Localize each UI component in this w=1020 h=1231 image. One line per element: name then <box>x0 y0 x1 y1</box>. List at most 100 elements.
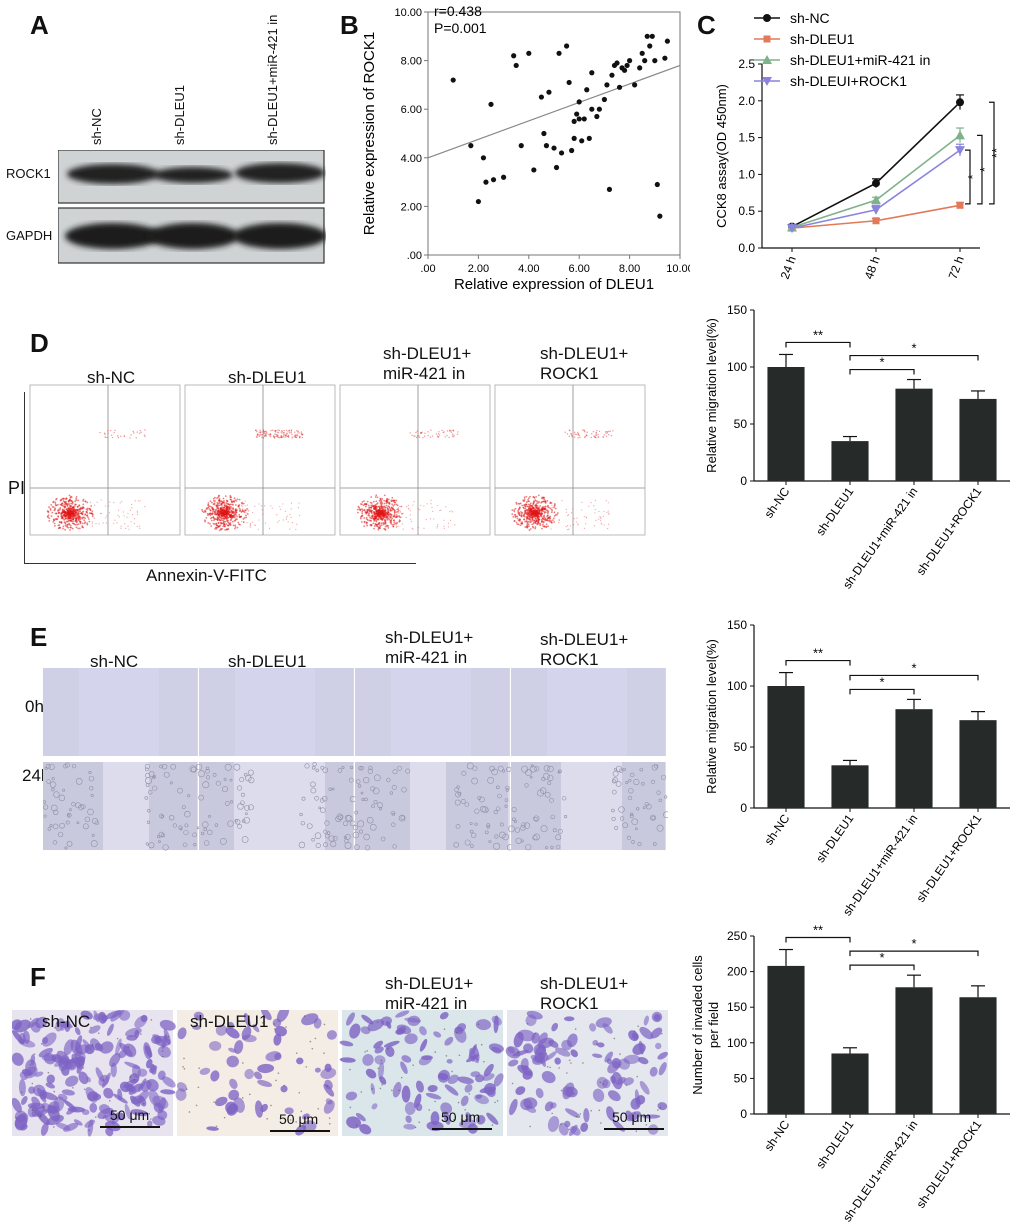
flow-dot <box>139 429 141 432</box>
flow-dot <box>541 501 543 503</box>
flow-dot <box>538 500 541 503</box>
x-tick-label: sh-DLEU1 <box>813 484 856 538</box>
flow-dot <box>283 429 285 432</box>
flow-dot <box>114 519 116 521</box>
flow-dot <box>600 519 602 521</box>
flow-dot <box>513 520 516 522</box>
cell-mark <box>243 816 250 824</box>
flow-dot <box>243 521 245 524</box>
flow-dot <box>524 505 527 508</box>
flow-dot <box>213 512 216 515</box>
flow-dot <box>202 511 205 514</box>
y-tick-label: 150 <box>727 618 747 632</box>
flow-dot <box>62 527 64 530</box>
flow-dot <box>386 499 388 501</box>
invaded-cell <box>76 1056 85 1074</box>
flow-dot <box>391 499 394 502</box>
flow-dot <box>59 512 62 515</box>
flow-dot <box>129 509 131 511</box>
flow-dot <box>91 521 93 523</box>
pore <box>305 1066 308 1068</box>
cell-mark <box>629 812 634 817</box>
invaded-cell <box>46 1114 64 1126</box>
flow-dot <box>80 512 83 515</box>
sig-bracket <box>849 674 979 681</box>
flow-dot <box>395 499 398 502</box>
flow-dot <box>69 529 72 531</box>
cell-mark <box>486 825 490 829</box>
flow-dot <box>214 518 217 520</box>
cell-mark <box>170 763 177 770</box>
flow-dot <box>515 501 518 504</box>
invaded-cell <box>254 1100 264 1118</box>
x-tick-label: sh-DLEU1+ROCK1 <box>913 484 984 577</box>
flow-dot <box>565 526 567 528</box>
flow-dot <box>533 496 535 499</box>
flow-dot <box>537 494 540 497</box>
flow-dot <box>77 523 80 526</box>
cell-mark <box>158 831 165 838</box>
invaded-cell <box>124 1103 131 1120</box>
flow-dot <box>57 515 60 518</box>
invaded-cell <box>414 1093 422 1109</box>
flow-dot <box>87 516 89 519</box>
pore <box>545 1052 548 1055</box>
cell-mark <box>89 786 94 791</box>
flow-dot <box>596 429 598 432</box>
scatter-point <box>556 50 562 56</box>
pore <box>660 1032 663 1035</box>
cell-mark <box>456 785 460 789</box>
flow-dot <box>59 503 62 506</box>
flow-dot <box>527 500 530 503</box>
cell-mark <box>364 797 368 802</box>
flow-dot <box>221 528 224 530</box>
flow-dot <box>544 519 547 522</box>
flow-dot <box>450 510 452 512</box>
flow-dot <box>73 516 75 518</box>
flow-frame <box>494 384 646 536</box>
flow-group-title: sh-NC <box>87 368 136 387</box>
flow-dot <box>258 435 261 437</box>
pore <box>300 1110 303 1113</box>
cell-mark <box>461 770 467 776</box>
cell-mark <box>43 800 46 804</box>
cell-mark <box>244 805 250 811</box>
flow-dot <box>575 433 577 436</box>
cell-mark <box>547 765 554 773</box>
flow-dot <box>201 510 204 513</box>
flow-dot <box>220 522 223 525</box>
flow-dot <box>600 517 602 519</box>
flow-dot <box>217 504 220 507</box>
sig-bracket <box>785 341 851 348</box>
cell-mark <box>184 823 189 828</box>
scatter-point <box>589 70 595 76</box>
cell-mark <box>504 798 509 802</box>
flow-dot <box>82 498 85 501</box>
flow-dot <box>398 520 401 523</box>
cell-mark <box>205 775 211 780</box>
flow-dot <box>54 501 57 504</box>
flow-dot <box>218 497 221 500</box>
flow-dot <box>243 511 245 513</box>
flow-dot <box>57 508 60 511</box>
flow-dot <box>539 524 542 527</box>
flow-dot <box>301 436 304 439</box>
flow-dot <box>220 514 223 517</box>
flow-dot <box>64 517 67 520</box>
pore <box>636 1075 639 1078</box>
invaded-cell <box>592 1053 603 1058</box>
flow-dot <box>452 511 454 513</box>
flow-dot <box>75 512 78 515</box>
flow-dot <box>218 516 221 518</box>
invade-group-title: sh-DLEU1+ miR-421 in <box>385 974 474 1013</box>
invaded-cell <box>215 1024 228 1036</box>
pore <box>140 1033 142 1035</box>
invaded-cell <box>373 1040 384 1049</box>
pore <box>633 1030 636 1033</box>
flow-dot <box>106 515 108 517</box>
pore <box>326 1085 329 1087</box>
pore <box>511 1082 514 1085</box>
flow-dot <box>223 515 226 518</box>
panel-label-f: F <box>30 962 46 992</box>
pore <box>311 1047 314 1050</box>
